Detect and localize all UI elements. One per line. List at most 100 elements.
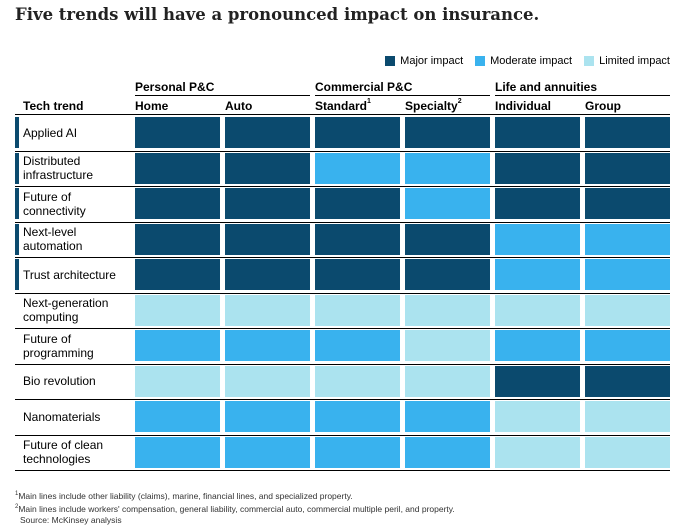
trend-row: Future of connectivity — [15, 186, 670, 223]
impact-cell — [225, 117, 310, 148]
column-header-specialty-text: Specialty — [405, 99, 458, 113]
trend-row: Next-generation computing — [15, 293, 670, 329]
footnote-1-mark: 1 — [15, 491, 19, 497]
column-header-standard: Standard1 — [315, 98, 371, 113]
impact-cell — [225, 223, 310, 255]
row-divider — [15, 150, 670, 152]
impact-cell — [585, 436, 670, 468]
footnote-2-mark: 2 — [15, 503, 19, 510]
impact-cell — [495, 436, 580, 468]
legend-item-limited: Limited impact — [584, 55, 670, 67]
impact-cell — [225, 436, 310, 468]
impact-cell — [405, 330, 490, 361]
trend-label: Future of programming — [23, 331, 94, 360]
row-divider — [15, 328, 670, 329]
row-divider — [15, 470, 670, 471]
impact-cell — [495, 152, 580, 184]
row-divider — [15, 221, 670, 223]
column-header-auto: Auto — [225, 99, 252, 113]
impact-cell — [585, 259, 670, 290]
footnote-ref-2: 2 — [457, 98, 462, 105]
impact-cell — [495, 365, 580, 397]
impact-cell — [135, 365, 220, 397]
legend-swatch-major — [385, 56, 396, 66]
trend-row: Distributed infrastructure — [15, 151, 670, 187]
impact-cell — [495, 223, 580, 255]
impact-cell — [585, 365, 670, 397]
trend-row: Nanomaterials — [15, 399, 670, 436]
trend-row: Trust architecture — [15, 257, 670, 294]
impact-cell — [225, 330, 310, 361]
impact-cell — [315, 223, 400, 255]
impact-cell — [315, 365, 400, 397]
impact-cell — [585, 294, 670, 326]
trend-marker — [15, 259, 19, 290]
footnote-1: 1Main lines include other liability (cla… — [15, 489, 455, 502]
tech-trend-header: Tech trend — [23, 99, 84, 113]
impact-cell — [585, 223, 670, 255]
column-header-home-text: Home — [135, 99, 169, 113]
impact-cell — [315, 401, 400, 432]
trend-marker — [15, 188, 19, 219]
impact-cell — [135, 152, 220, 184]
impact-cell — [135, 294, 220, 326]
impact-cell — [495, 401, 580, 432]
group-rule-commercial — [315, 95, 490, 96]
trend-marker — [15, 223, 19, 255]
impact-cell — [225, 259, 310, 290]
legend-label-moderate: Moderate impact — [490, 55, 573, 67]
impact-cell — [135, 259, 220, 290]
impact-cell — [315, 152, 400, 184]
impact-cell — [495, 294, 580, 326]
legend-label-major: Major impact — [400, 55, 464, 67]
impact-cell — [585, 330, 670, 361]
row-divider — [15, 186, 670, 187]
footnote-2-text: Main lines include workers' compensation… — [18, 503, 455, 514]
impact-cell — [225, 188, 310, 219]
legend-label-limited: Limited impact — [599, 55, 670, 67]
impact-cell — [315, 436, 400, 468]
column-header-individual-text: Individual — [495, 99, 552, 113]
legend-item-major: Major impact — [385, 55, 463, 67]
source-note: Source: McKinsey analysis — [20, 514, 122, 525]
impact-cell — [585, 152, 670, 184]
impact-cell — [405, 188, 490, 219]
impact-cell — [495, 188, 580, 219]
impact-cell — [495, 330, 580, 361]
column-header-standard-text: Standard — [315, 99, 368, 113]
impact-cell — [405, 223, 490, 255]
impact-cell — [585, 401, 670, 432]
impact-cell — [585, 117, 670, 148]
impact-cell — [225, 365, 310, 397]
footnote-ref-1: 1 — [367, 98, 371, 105]
legend: Major impact Moderate impact Limited imp… — [385, 55, 670, 67]
trend-label: Applied AI — [23, 125, 78, 140]
impact-cell — [135, 223, 220, 255]
impact-cell — [135, 401, 220, 432]
trend-row: Applied AI — [15, 115, 670, 152]
chart-title: Five trends will have a pronounced impac… — [15, 5, 540, 24]
trend-row: Future of clean technologies — [15, 435, 670, 471]
impact-cell — [315, 188, 400, 219]
group-rule-life — [495, 95, 670, 96]
impact-cell — [405, 436, 490, 468]
trend-row: Next-level automation — [15, 222, 670, 258]
impact-cell — [405, 117, 490, 148]
impact-cell — [495, 259, 580, 290]
group-rule-personal — [135, 95, 310, 96]
column-header-specialty: Specialty2 — [405, 98, 462, 113]
impact-cell — [135, 188, 220, 219]
impact-cell — [495, 117, 580, 148]
footnotes: 1Main lines include other liability (cla… — [15, 489, 455, 526]
trend-label: Bio revolution — [23, 374, 96, 388]
impact-cell — [225, 401, 310, 432]
impact-cell — [225, 294, 310, 326]
impact-cell — [315, 117, 400, 148]
footnote-2: 2Main lines include workers' compensatio… — [15, 502, 455, 515]
row-divider — [15, 399, 670, 400]
trend-label: Future of connectivity — [23, 189, 86, 218]
group-personal-pc: Personal P&C — [135, 80, 215, 94]
group-commercial-pc: Commercial P&C — [315, 80, 413, 94]
impact-cell — [585, 188, 670, 219]
trend-label: Future of clean technologies — [23, 438, 104, 466]
